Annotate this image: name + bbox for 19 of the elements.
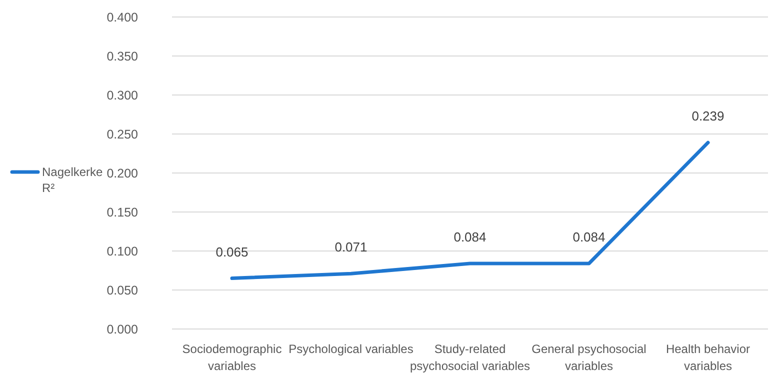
y-tick-label: 0.200 [106, 166, 138, 180]
y-tick-label: 0.300 [106, 88, 138, 102]
data-label: 0.084 [572, 229, 606, 244]
x-tick-label: Psychological variables [288, 342, 414, 356]
x-tick-label: Health behavior variables [666, 342, 750, 373]
x-tick-label: General psychosocial variables [532, 342, 646, 373]
data-label: 0.239 [692, 108, 724, 124]
y-tick-label: 0.250 [106, 127, 138, 142]
y-tick-label: 0.000 [106, 322, 138, 336]
data-label: 0.084 [454, 229, 486, 244]
data-label: 0.071 [334, 240, 368, 255]
x-tick-label: Sociodemographic variables [182, 342, 282, 373]
y-tick-label: 0.400 [106, 10, 138, 24]
legend-label: Nagelkerke R² [42, 165, 104, 196]
y-tick-label: 0.100 [106, 244, 138, 258]
y-tick-label: 0.350 [106, 49, 138, 64]
data-label: 0.065 [216, 244, 248, 260]
y-tick-label: 0.150 [106, 205, 138, 220]
y-tick-label: 0.050 [106, 283, 138, 298]
